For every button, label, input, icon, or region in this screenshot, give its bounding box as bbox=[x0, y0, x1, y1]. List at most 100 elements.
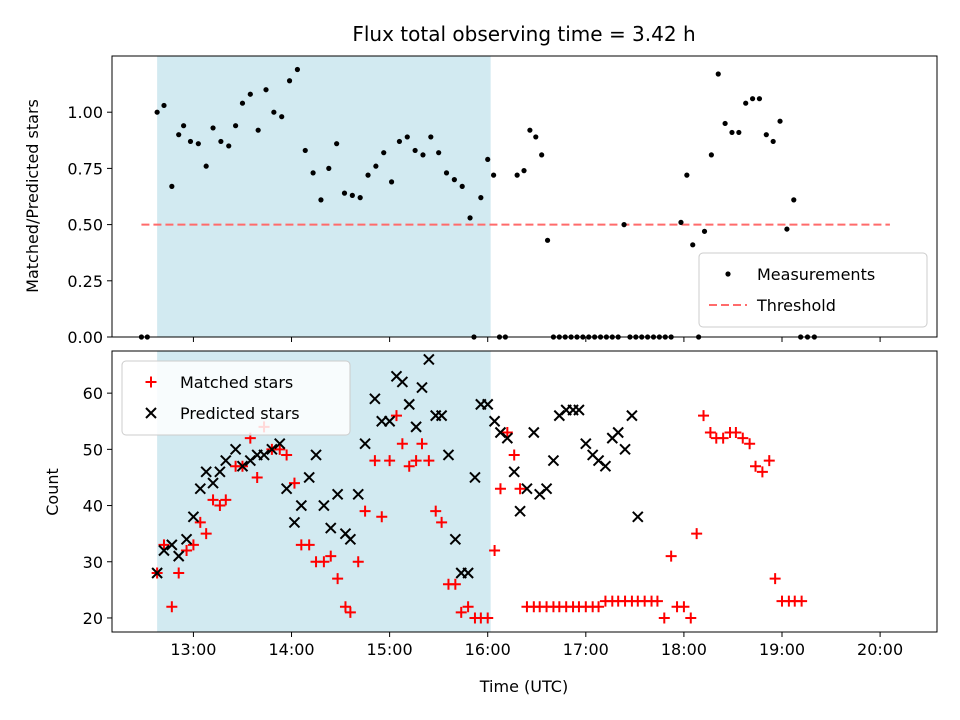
y-tick-label: 40 bbox=[83, 497, 103, 516]
legend-marker bbox=[145, 407, 157, 419]
y-tick-label: 0.00 bbox=[67, 328, 103, 347]
data-point bbox=[784, 226, 790, 232]
x-axis-label: Time (UTC) bbox=[479, 677, 568, 696]
data-point bbox=[341, 190, 348, 196]
series-matched-stars bbox=[151, 410, 808, 624]
data-point bbox=[176, 132, 182, 138]
data-point bbox=[352, 488, 364, 501]
data-point bbox=[158, 539, 170, 551]
observing-window-span bbox=[157, 56, 491, 337]
data-point bbox=[708, 152, 714, 158]
y-tick-label: 50 bbox=[83, 440, 103, 459]
data-point bbox=[521, 168, 527, 174]
data-point bbox=[396, 438, 408, 450]
data-point bbox=[412, 147, 418, 154]
data-point bbox=[442, 449, 455, 461]
data-point bbox=[744, 438, 756, 450]
data-point bbox=[684, 172, 690, 178]
data-point bbox=[403, 398, 415, 411]
data-point bbox=[229, 443, 242, 456]
data-point bbox=[704, 426, 716, 438]
data-point bbox=[195, 141, 201, 147]
data-point bbox=[210, 125, 216, 131]
x-tick-label: 17:00 bbox=[563, 640, 609, 659]
legend-label: Predicted stars bbox=[180, 404, 300, 423]
count-plot-area bbox=[151, 353, 808, 624]
data-point bbox=[544, 237, 551, 243]
data-point bbox=[151, 567, 163, 579]
legend-label: Threshold bbox=[756, 296, 836, 315]
y-tick-label: 0.75 bbox=[67, 159, 103, 178]
data-point bbox=[325, 522, 337, 534]
data-point bbox=[396, 376, 409, 388]
data-point bbox=[288, 516, 301, 529]
data-point bbox=[521, 482, 533, 495]
data-point bbox=[533, 134, 539, 140]
data-point bbox=[485, 156, 491, 163]
data-point bbox=[403, 460, 415, 472]
data-point bbox=[478, 195, 484, 201]
data-point bbox=[580, 438, 592, 450]
data-point bbox=[527, 127, 533, 133]
legend-marker bbox=[145, 376, 157, 388]
x-tick-label: 19:00 bbox=[759, 640, 805, 659]
legend-box bbox=[698, 252, 928, 328]
data-point bbox=[514, 172, 520, 178]
data-point bbox=[462, 601, 474, 613]
data-point bbox=[651, 595, 663, 607]
data-point bbox=[777, 118, 783, 124]
y-tick-label: 20 bbox=[83, 609, 103, 628]
data-point bbox=[501, 432, 514, 444]
data-point bbox=[416, 438, 428, 450]
data-point bbox=[318, 499, 330, 512]
data-point bbox=[258, 449, 270, 461]
count-y-axis-label: Count bbox=[43, 468, 62, 516]
data-point bbox=[436, 150, 442, 156]
data-point bbox=[166, 539, 178, 551]
data-point bbox=[756, 466, 768, 478]
data-point bbox=[365, 172, 371, 178]
x-tick-label: 20:00 bbox=[857, 640, 903, 659]
count-panel: 13:00 14:00 15:00 16:00 17:00 18:00 19:00 20:00… bbox=[43, 350, 938, 696]
data-point bbox=[736, 129, 742, 136]
data-point bbox=[539, 152, 545, 158]
data-point bbox=[428, 134, 434, 140]
data-point bbox=[763, 455, 775, 467]
data-point bbox=[691, 528, 703, 540]
data-point bbox=[373, 163, 379, 169]
data-point bbox=[181, 545, 193, 557]
data-point bbox=[236, 460, 249, 472]
data-point bbox=[482, 398, 494, 411]
data-point bbox=[158, 544, 170, 557]
data-point bbox=[169, 183, 175, 189]
data-point bbox=[207, 477, 219, 489]
data-point bbox=[769, 573, 781, 585]
data-point bbox=[455, 606, 467, 618]
data-point bbox=[187, 539, 199, 551]
data-point bbox=[665, 550, 677, 562]
x-tick-label: 18:00 bbox=[661, 640, 707, 659]
data-point bbox=[344, 606, 356, 618]
data-point bbox=[658, 612, 670, 624]
data-point bbox=[207, 494, 219, 506]
data-point bbox=[619, 443, 631, 456]
data-point bbox=[459, 183, 465, 189]
data-point bbox=[388, 179, 395, 185]
data-point bbox=[226, 143, 232, 149]
x-tick-label: 16:00 bbox=[465, 640, 511, 659]
data-point bbox=[743, 100, 749, 106]
data-point bbox=[181, 123, 187, 129]
data-point bbox=[435, 409, 448, 422]
data-point bbox=[749, 96, 756, 102]
data-point bbox=[449, 578, 461, 590]
data-point bbox=[251, 471, 263, 483]
data-point bbox=[286, 78, 293, 84]
data-point bbox=[730, 426, 742, 438]
data-point bbox=[166, 601, 178, 613]
data-point bbox=[490, 172, 497, 178]
data-point bbox=[332, 573, 344, 585]
data-point bbox=[390, 410, 402, 422]
data-point bbox=[173, 567, 185, 579]
data-point bbox=[359, 438, 371, 450]
data-point bbox=[508, 449, 520, 461]
